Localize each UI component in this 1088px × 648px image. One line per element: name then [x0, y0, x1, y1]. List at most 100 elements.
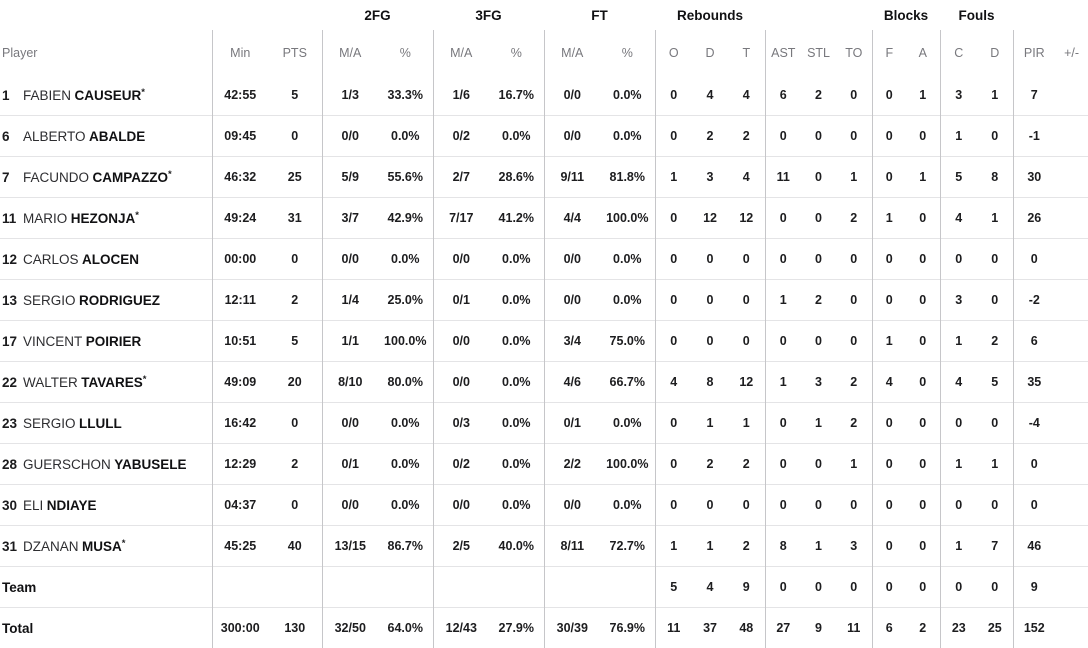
stat-cell-to: 0 — [836, 567, 872, 608]
stat-cell-pir: 7 — [1013, 75, 1055, 116]
stat-cell-2fg-pct — [378, 567, 433, 608]
stat-cell-pir: 6 — [1013, 321, 1055, 362]
col-header-pir: PIR — [1013, 30, 1055, 75]
stat-cell-min: 49:24 — [212, 198, 268, 239]
stat-cell-blk-a: 0 — [906, 198, 940, 239]
stat-cell-2fg-ma — [322, 567, 378, 608]
stat-cell-reb-o: 0 — [655, 198, 692, 239]
player-last-name: POIRIER — [86, 334, 142, 349]
player-number: 11 — [2, 211, 23, 226]
stat-cell-3fg-pct: 0.0% — [489, 485, 544, 526]
table-row: Team 5 4 9 0 0 0 0 0 0 0 9 — [0, 567, 1088, 608]
group-header-spacer — [765, 0, 872, 30]
stat-cell-min — [212, 567, 268, 608]
stat-cell-foul-d: 7 — [977, 526, 1013, 567]
col-header-to: TO — [836, 30, 872, 75]
stat-cell-reb-t: 12 — [728, 198, 765, 239]
stat-cell-pts: 2 — [268, 280, 322, 321]
stat-cell-2fg-ma: 32/50 — [322, 608, 378, 648]
stat-cell-ast: 0 — [765, 567, 801, 608]
col-header-player: Player — [0, 30, 212, 75]
stat-cell-foul-c: 3 — [940, 280, 977, 321]
stat-cell-3fg-ma: 0/1 — [433, 280, 489, 321]
player-last-name: LLULL — [79, 416, 122, 431]
player-number: 13 — [2, 293, 23, 308]
stat-cell-plusminus — [1055, 362, 1088, 403]
player-number: 12 — [2, 252, 23, 267]
stat-cell-foul-d: 1 — [977, 444, 1013, 485]
stat-cell-ft-ma: 0/0 — [544, 75, 600, 116]
stat-cell-2fg-pct: 0.0% — [378, 239, 433, 280]
stat-cell-blk-f: 0 — [872, 75, 906, 116]
stat-cell-foul-d: 8 — [977, 157, 1013, 198]
stat-cell-pts: 130 — [268, 608, 322, 648]
stat-cell-ft-ma: 3/4 — [544, 321, 600, 362]
stat-cell-foul-d: 2 — [977, 321, 1013, 362]
stat-cell-2fg-pct: 0.0% — [378, 403, 433, 444]
group-header-3fg: 3FG — [433, 0, 544, 30]
stat-cell-ft-ma: 8/11 — [544, 526, 600, 567]
stat-cell-blk-a: 0 — [906, 403, 940, 444]
stat-cell-ast: 1 — [765, 280, 801, 321]
player-first-name: GUERSCHON — [23, 457, 111, 472]
stat-cell-min: 00:00 — [212, 239, 268, 280]
stat-cell-foul-c: 0 — [940, 239, 977, 280]
stat-cell-pir: 30 — [1013, 157, 1055, 198]
col-header-ft-ma: M/A — [544, 30, 600, 75]
col-header-ast: AST — [765, 30, 801, 75]
stat-cell-blk-a: 0 — [906, 280, 940, 321]
stat-cell-ft-ma: 0/0 — [544, 239, 600, 280]
stat-cell-reb-d: 0 — [692, 280, 728, 321]
stat-cell-3fg-pct: 0.0% — [489, 116, 544, 157]
stat-cell-plusminus — [1055, 526, 1088, 567]
stat-cell-reb-d: 3 — [692, 157, 728, 198]
player-first-name: SERGIO — [23, 293, 76, 308]
stat-cell-3fg-ma: 0/0 — [433, 239, 489, 280]
stat-cell-ast: 0 — [765, 116, 801, 157]
group-header-blocks: Blocks — [872, 0, 940, 30]
stat-cell-plusminus — [1055, 485, 1088, 526]
stat-cell-3fg-ma: 0/3 — [433, 403, 489, 444]
stat-cell-blk-a: 0 — [906, 485, 940, 526]
stat-cell-foul-c: 0 — [940, 403, 977, 444]
group-header-rebounds: Rebounds — [655, 0, 765, 30]
stat-cell-reb-o: 1 — [655, 526, 692, 567]
stat-cell-reb-d: 1 — [692, 526, 728, 567]
stat-cell-foul-d: 0 — [977, 403, 1013, 444]
stat-cell-ft-ma: 4/4 — [544, 198, 600, 239]
stat-cell-ft-ma — [544, 567, 600, 608]
player-last-name: ALOCEN — [82, 252, 139, 267]
stat-cell-reb-t: 4 — [728, 157, 765, 198]
col-header-min: Min — [212, 30, 268, 75]
stat-cell-stl: 0 — [801, 116, 836, 157]
stat-cell-3fg-ma: 0/2 — [433, 444, 489, 485]
stat-cell-3fg-pct: 0.0% — [489, 444, 544, 485]
stat-cell-reb-o: 4 — [655, 362, 692, 403]
stat-cell-3fg-pct: 16.7% — [489, 75, 544, 116]
stat-cell-stl: 9 — [801, 608, 836, 648]
stat-cell-reb-o: 5 — [655, 567, 692, 608]
stat-cell-ft-pct: 0.0% — [600, 485, 655, 526]
stat-cell-3fg-pct: 27.9% — [489, 608, 544, 648]
stat-cell-reb-d: 4 — [692, 75, 728, 116]
stat-cell-3fg-ma: 0/0 — [433, 321, 489, 362]
stat-cell-plusminus — [1055, 157, 1088, 198]
stat-cell-2fg-pct: 0.0% — [378, 444, 433, 485]
stat-cell-blk-f: 6 — [872, 608, 906, 648]
stat-cell-pts: 2 — [268, 444, 322, 485]
player-first-name: WALTER — [23, 375, 78, 390]
stat-cell-foul-d: 0 — [977, 485, 1013, 526]
player-last-name: HEZONJA — [71, 211, 136, 226]
stat-cell-min: 09:45 — [212, 116, 268, 157]
stat-cell-plusminus — [1055, 239, 1088, 280]
stat-cell-foul-d: 0 — [977, 280, 1013, 321]
